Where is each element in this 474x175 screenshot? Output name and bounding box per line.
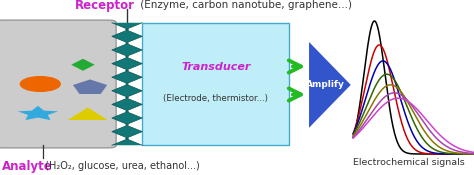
Text: Electrochemical signals: Electrochemical signals <box>353 158 465 167</box>
FancyBboxPatch shape <box>142 23 289 145</box>
Polygon shape <box>309 42 351 128</box>
Polygon shape <box>18 106 58 120</box>
Text: Analyte: Analyte <box>2 160 53 173</box>
Circle shape <box>20 77 60 91</box>
Polygon shape <box>112 23 142 145</box>
Polygon shape <box>68 107 108 120</box>
Text: Amplify: Amplify <box>305 80 344 89</box>
Text: Transducer: Transducer <box>181 61 250 72</box>
Text: (Enzyme, carbon nanotube, graphene...): (Enzyme, carbon nanotube, graphene...) <box>137 0 353 10</box>
Text: (H₂O₂, glucose, urea, ethanol...): (H₂O₂, glucose, urea, ethanol...) <box>42 161 200 171</box>
FancyBboxPatch shape <box>0 20 116 148</box>
Polygon shape <box>71 59 95 71</box>
Text: Receptor: Receptor <box>75 0 135 12</box>
Text: (Electrode, thermistor...): (Electrode, thermistor...) <box>163 93 268 103</box>
Polygon shape <box>73 79 107 94</box>
